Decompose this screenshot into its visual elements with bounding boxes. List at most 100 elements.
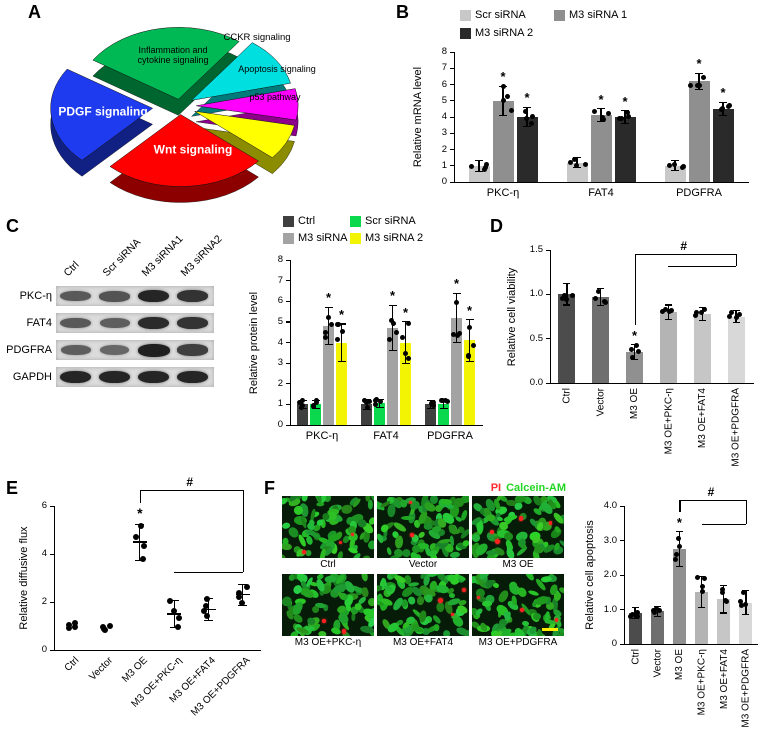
data-point	[442, 397, 448, 403]
data-point	[698, 309, 704, 315]
data-point	[740, 589, 746, 595]
pie-slice	[190, 42, 291, 101]
significance-marker: *	[598, 91, 604, 107]
error-cap	[499, 114, 507, 116]
data-point	[699, 589, 705, 595]
data-point	[65, 625, 72, 632]
cell-blob	[441, 498, 453, 505]
data-point	[667, 162, 673, 168]
data-point	[634, 610, 640, 616]
significance-marker: *	[338, 306, 345, 322]
bar	[614, 117, 636, 182]
data-point	[676, 543, 682, 549]
y-tick	[50, 601, 54, 603]
data-point	[140, 555, 147, 562]
data-point	[657, 608, 663, 614]
blot-band	[176, 289, 209, 303]
pie-slice	[196, 88, 299, 121]
data-point	[662, 306, 668, 312]
cell-blob	[460, 509, 469, 521]
error-cap	[597, 108, 605, 110]
error-cap	[523, 106, 531, 108]
x-category-label: PDGFRA	[676, 187, 722, 199]
data-point	[524, 116, 530, 122]
y-tick-label: 4	[277, 336, 283, 348]
legend-swatch	[554, 10, 565, 21]
y-axis-title: Relative mRNA level	[412, 66, 424, 168]
data-point	[334, 337, 340, 343]
protein-level-bar-chart: 0 1 2 3 4 5 6 7 8 Relative protein level * * PKC-η * *…	[238, 215, 490, 461]
error-cap	[675, 531, 683, 533]
data-point	[501, 84, 507, 90]
y-tick-label: 3	[441, 127, 447, 139]
pie-slice-label: p53 pathway	[249, 92, 301, 103]
data-point	[402, 351, 408, 357]
pi-positive-cell	[438, 597, 444, 603]
x-category-label: Ctrl	[630, 649, 642, 665]
comparison-span	[701, 524, 746, 526]
error-bar	[633, 344, 636, 360]
blot-band	[99, 317, 130, 329]
x-axis	[624, 644, 758, 646]
blot-strip	[56, 340, 214, 360]
x-axis	[454, 182, 749, 184]
cell-blob	[472, 534, 481, 542]
data-point	[323, 334, 329, 340]
data-point	[313, 397, 319, 403]
x-category-label: Vector	[87, 655, 116, 683]
x-axis	[54, 650, 261, 652]
cell-blob	[417, 542, 429, 549]
x-axis	[550, 383, 754, 385]
x-category-label: M3 OE+FAT4	[697, 388, 709, 449]
y-tick-label: 2	[41, 596, 47, 607]
data-point	[635, 614, 641, 620]
error-cap	[337, 360, 346, 362]
data-point	[505, 94, 511, 100]
data-point	[569, 292, 575, 298]
blot-protein-label: GAPDH	[12, 371, 52, 383]
bar	[712, 108, 734, 182]
data-point	[454, 300, 460, 306]
data-point	[600, 115, 606, 121]
error-cap	[698, 576, 706, 578]
pi-positive-cell	[461, 587, 466, 592]
legend-label: M3 siRNA 1	[569, 9, 628, 21]
y-tick	[286, 259, 290, 261]
error-bar	[404, 321, 407, 364]
x-category-label: PKC-η	[486, 187, 520, 199]
pie-slice-label: PDGF signaling	[58, 104, 148, 119]
pi-positive-cell	[410, 533, 414, 537]
y-tick	[50, 649, 54, 651]
data-point	[106, 622, 113, 629]
data-point	[673, 556, 679, 562]
y-axis-title: Relative protein level	[248, 291, 260, 394]
y-tick-label: 0.5	[529, 332, 543, 344]
y-tick	[450, 132, 454, 134]
legend-swatch	[350, 216, 361, 227]
data-point	[563, 296, 569, 302]
data-point	[339, 329, 345, 335]
y-tick	[450, 116, 454, 118]
cell-blob	[454, 625, 469, 636]
error-cap	[664, 304, 672, 306]
data-point	[373, 402, 379, 408]
data-point	[171, 607, 178, 614]
data-point	[651, 607, 657, 613]
error-cap	[452, 292, 461, 294]
error-cap	[720, 584, 728, 586]
y-tick	[546, 249, 550, 251]
data-point	[619, 115, 625, 121]
y-tick	[450, 181, 454, 183]
data-point	[726, 104, 732, 110]
bar	[464, 340, 475, 425]
error-cap	[465, 319, 474, 321]
data-point	[235, 589, 242, 596]
error-cap	[698, 319, 706, 321]
data-point	[501, 98, 507, 104]
y-tick	[620, 574, 624, 576]
error-bar	[455, 293, 458, 343]
bar	[400, 342, 411, 425]
legend-swatch	[460, 10, 471, 21]
cell-blob	[316, 501, 325, 507]
